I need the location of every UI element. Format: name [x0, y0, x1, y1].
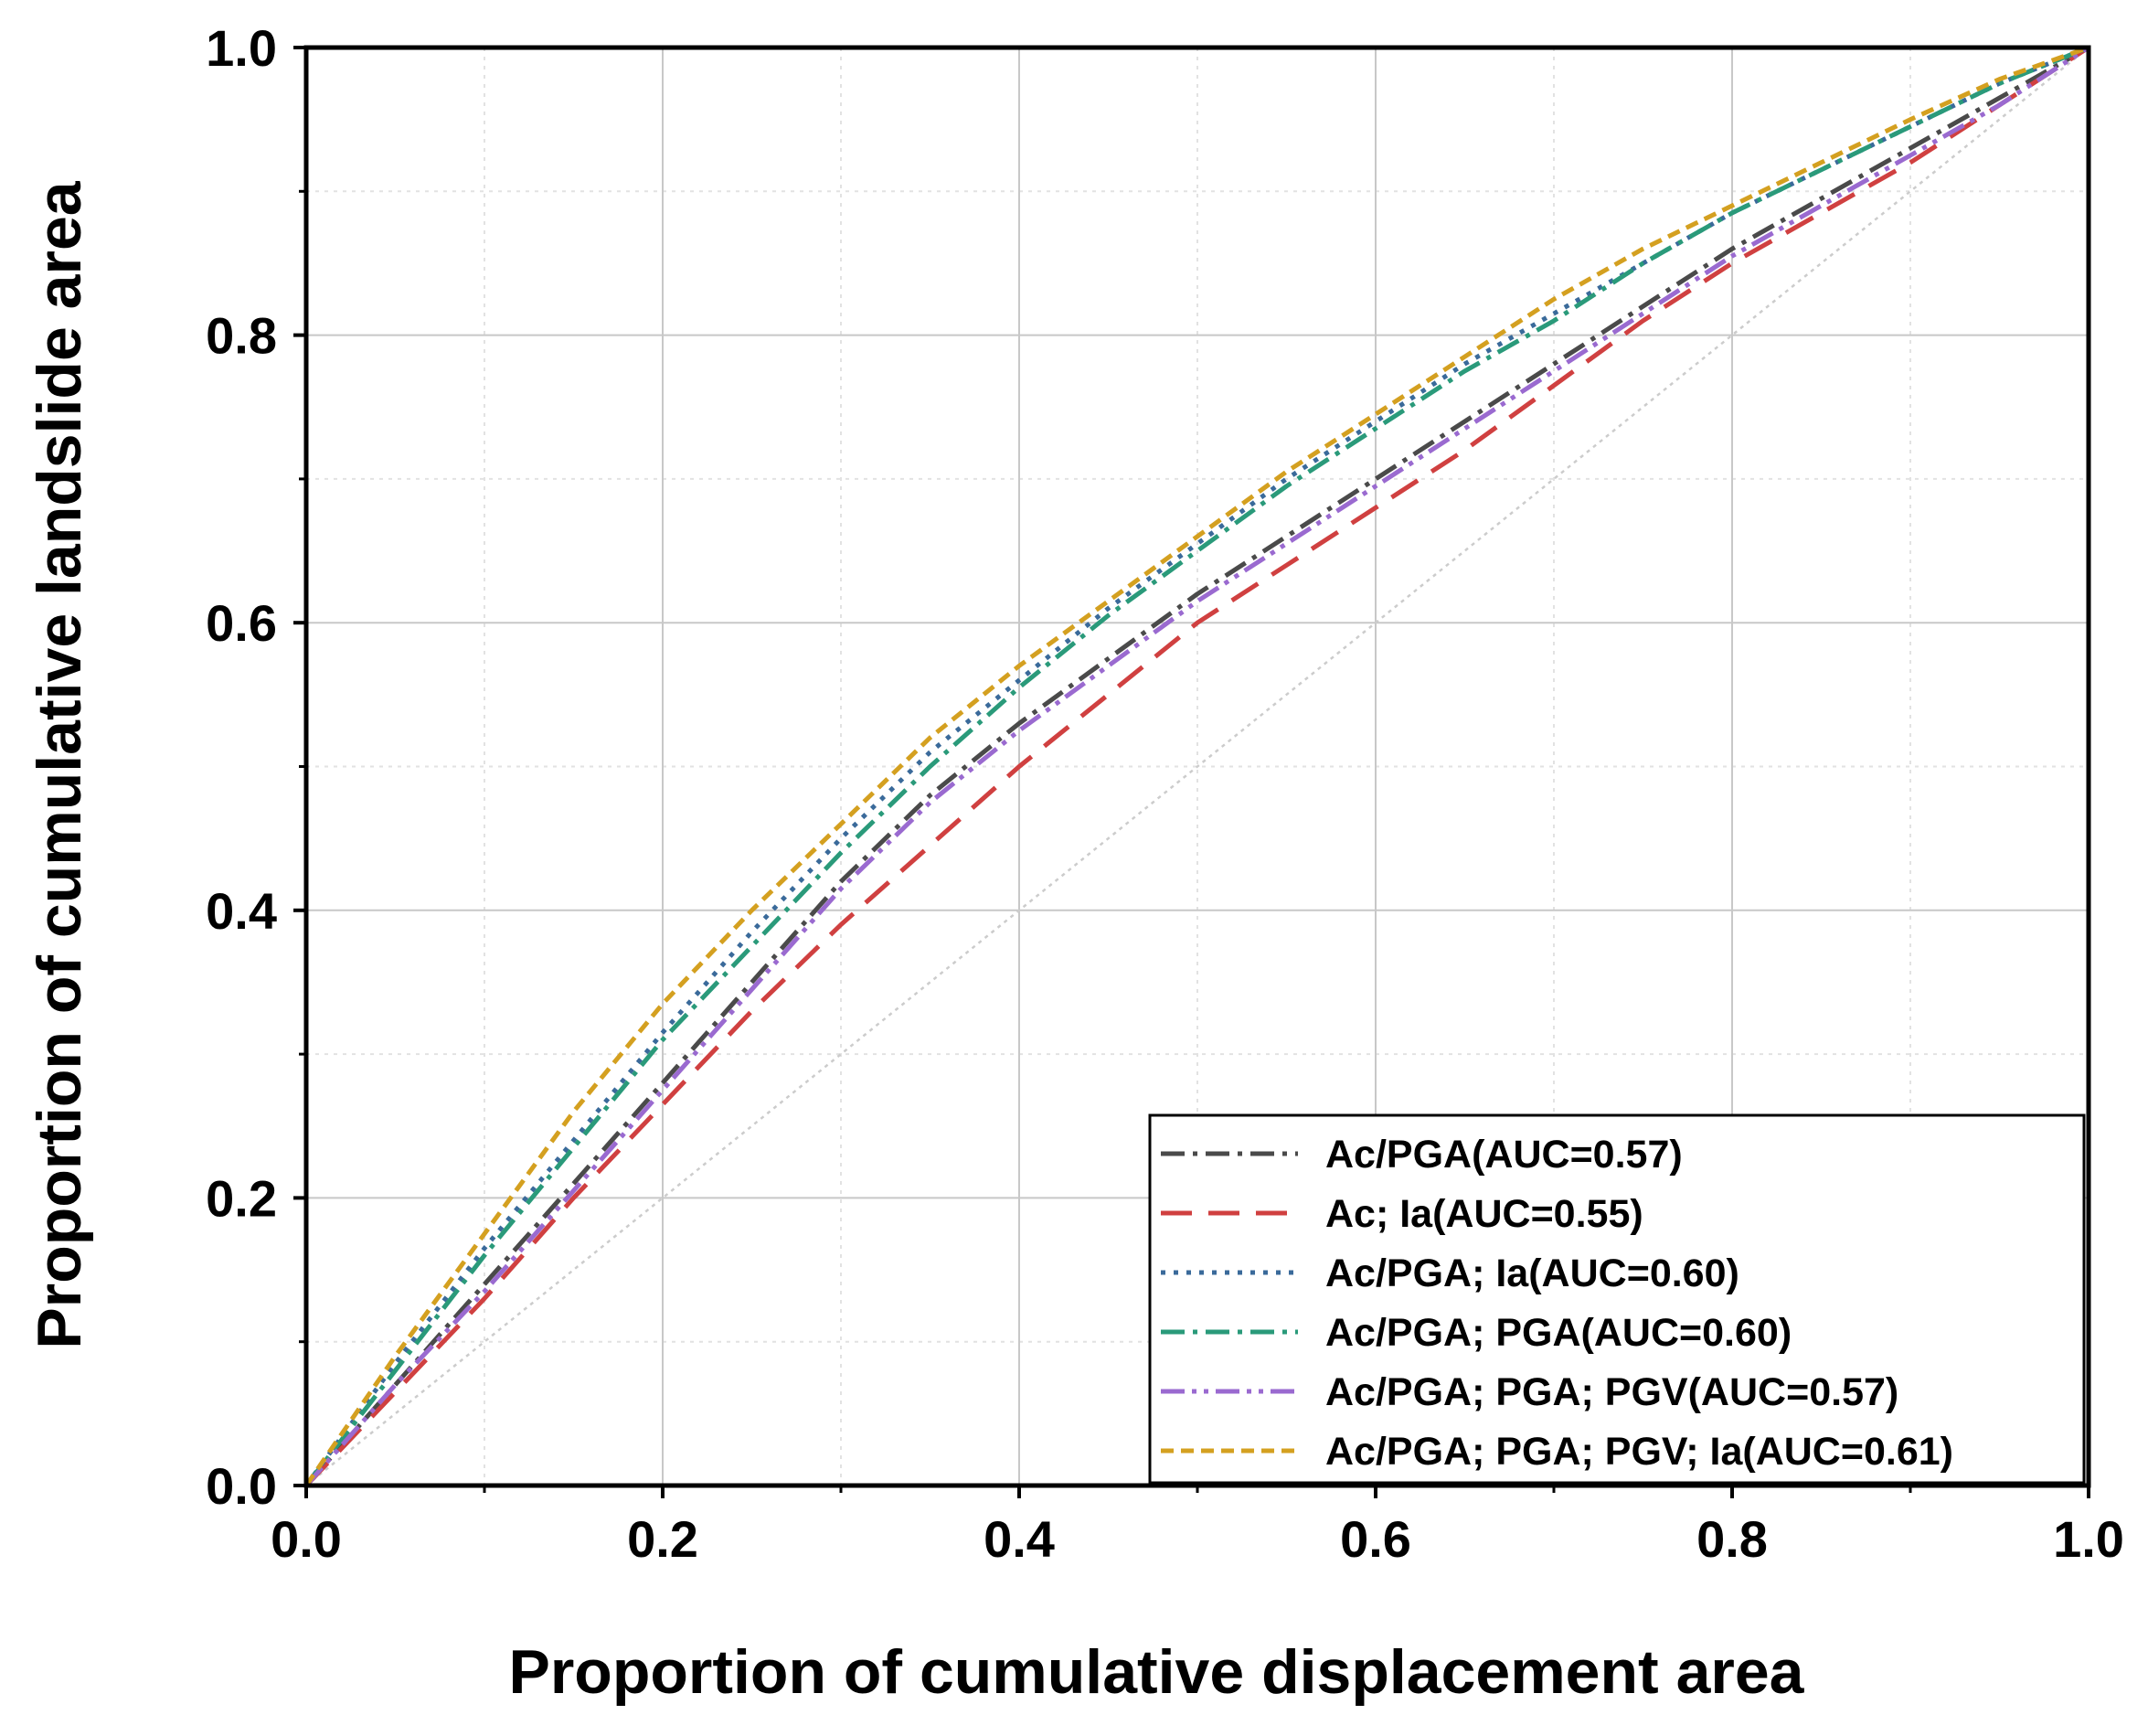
y-tick-label: 0.2: [206, 1169, 277, 1227]
series-line-5: [304, 45, 2090, 1487]
y-tick-labels: 0.0 0.2 0.4 0.6 0.8 1.0: [206, 19, 277, 1515]
legend-label-6: Ac/PGA; PGA; PGV; Ia(AUC=0.61): [1325, 1430, 1953, 1474]
x-tick-label: 1.0: [2053, 1510, 2124, 1568]
y-tick-label: 0.8: [206, 307, 277, 365]
axis-ticks: [293, 46, 2090, 1498]
y-tick-label: 0.4: [206, 882, 277, 940]
x-tick-label: 0.8: [1696, 1510, 1768, 1568]
series-line-6: [303, 45, 2090, 1487]
legend-box: [1148, 1113, 2086, 1485]
series-line-1: [304, 45, 2090, 1487]
legend-label-4: Ac/PGA; PGA(AUC=0.60): [1325, 1311, 1792, 1355]
legend-label-5: Ac/PGA; PGA; PGV(AUC=0.57): [1325, 1370, 1898, 1414]
x-axis-title: Proportion of cumulative displacement ar…: [508, 1637, 1804, 1707]
y-tick-label: 0.0: [206, 1457, 277, 1515]
x-tick-label: 0.2: [627, 1510, 698, 1568]
legend-items: Ac/PGA(AUC=0.57) Ac; Ia(AUC=0.55) Ac/PGA; …: [1161, 1133, 1953, 1474]
y-tick-label: 0.6: [206, 594, 277, 652]
legend-label-1: Ac/PGA(AUC=0.57): [1325, 1133, 1683, 1177]
legend-label-2: Ac; Ia(AUC=0.55): [1325, 1192, 1643, 1236]
x-tick-label: 0.0: [271, 1510, 342, 1568]
y-axis-title: Proportion of cumulative landslide area: [25, 180, 94, 1348]
y-tick-label: 1.0: [206, 19, 277, 77]
series-line-2: [304, 45, 2090, 1487]
series-layer: [303, 45, 2090, 1487]
legend-label-3: Ac/PGA; Ia(AUC=0.60): [1325, 1251, 1739, 1295]
x-tick-labels: 0.0 0.2 0.4 0.6 0.8 1.0: [271, 1510, 2124, 1568]
legend: Ac/PGA(AUC=0.57) Ac; Ia(AUC=0.55) Ac/PGA; …: [1148, 1113, 2086, 1485]
x-tick-label: 0.6: [1340, 1510, 1411, 1568]
x-tick-label: 0.4: [984, 1510, 1055, 1568]
reference-diagonal-line: [305, 47, 2090, 1486]
series-line-3: [303, 45, 2090, 1487]
